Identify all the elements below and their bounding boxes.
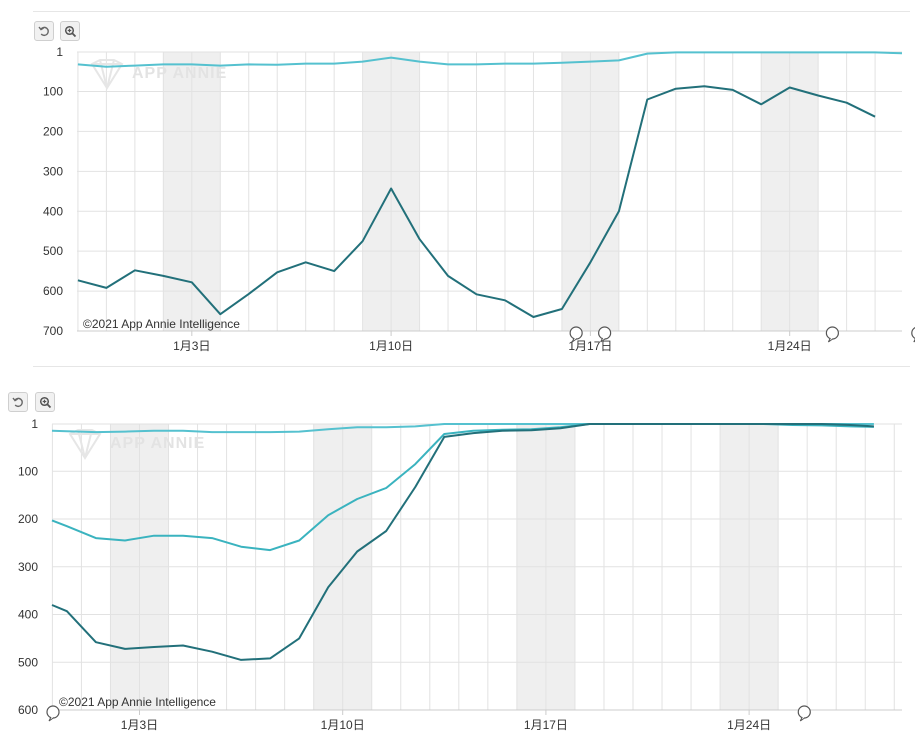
watermark-text: APP ANNIE	[110, 435, 205, 452]
copyright-text: ©2021 App Annie Intelligence	[83, 317, 240, 331]
annotation-tail	[799, 716, 806, 722]
annotation-marker-icon[interactable]	[797, 705, 811, 722]
y-tick-label: 700	[43, 324, 63, 338]
x-tick-label: 1月3日	[121, 718, 158, 732]
zoom-icon	[39, 396, 52, 409]
reset-icon	[12, 397, 23, 408]
diamond-logo-icon	[90, 59, 124, 90]
y-tick-label: 600	[18, 703, 38, 717]
series-line-3	[51, 423, 874, 661]
annotation-bubble	[569, 326, 583, 340]
annotation-tail	[600, 337, 606, 343]
x-tick-label: 1月17日	[524, 718, 568, 732]
y-tick-label: 400	[18, 608, 38, 622]
y-tick-label: 100	[18, 464, 38, 478]
middle-divider	[33, 366, 910, 367]
annotation-marker-icon[interactable]	[569, 326, 583, 343]
x-tick-label: 1月3日	[173, 339, 210, 353]
y-tick-label: 300	[18, 560, 38, 574]
rank-chart-1: 1 100 200 300 400 500 600 700 1月3日 1月10日 1月17日 1月24…	[43, 45, 915, 353]
app-annie-watermark: APP ANNIE	[90, 59, 227, 90]
reset-icon	[38, 26, 49, 37]
annotation-tail	[48, 716, 55, 722]
x-tick-label: 1月10日	[369, 339, 413, 353]
y-tick-label: 1	[31, 417, 38, 431]
annotation-marker-icon[interactable]	[598, 326, 612, 343]
annotation-bubble	[825, 326, 839, 340]
rank-chart-2: 1 100 200 300 400 500 600 1月3日 1月10日 1月17日 1月24日 AP…	[18, 417, 902, 732]
y-tick-label: 100	[43, 85, 63, 99]
zoom-button-2[interactable]	[35, 392, 55, 412]
annotation-marker-icon[interactable]	[46, 705, 60, 722]
copyright-text: ©2021 App Annie Intelligence	[59, 695, 216, 709]
y-tick-label: 500	[18, 655, 38, 669]
y-tick-label: 1	[56, 45, 63, 59]
x-tick-label: 1月24日	[768, 339, 812, 353]
reset-zoom-button-2[interactable]	[8, 392, 28, 412]
reset-zoom-button[interactable]	[34, 21, 54, 41]
annotation-bubble	[911, 327, 915, 339]
y-tick-label: 600	[43, 284, 63, 298]
y-tick-label: 400	[43, 204, 63, 218]
y-tick-label: 500	[43, 244, 63, 258]
x-tick-label: 1月24日	[727, 718, 771, 732]
series-line-2	[77, 85, 876, 318]
zoom-button[interactable]	[60, 21, 80, 41]
annotation-bubble	[598, 326, 612, 340]
watermark-text: APP ANNIE	[132, 65, 227, 82]
top-divider	[33, 11, 910, 12]
annotation-tail	[571, 337, 578, 343]
x-tick-label: 1月17日	[568, 339, 612, 353]
annotation-tail	[827, 337, 834, 343]
y-tick-label: 300	[43, 164, 63, 178]
diamond-logo-icon	[68, 429, 102, 460]
annotation-marker-icon[interactable]	[911, 327, 915, 343]
annotation-marker-icon[interactable]	[825, 326, 839, 343]
zoom-icon	[64, 25, 77, 38]
y-tick-label: 200	[18, 512, 38, 526]
y-tick-label: 200	[43, 124, 63, 138]
annotation-bubble	[46, 705, 60, 719]
series-line-1	[77, 51, 903, 68]
x-tick-label: 1月10日	[321, 718, 365, 732]
annotation-bubble	[797, 705, 811, 719]
